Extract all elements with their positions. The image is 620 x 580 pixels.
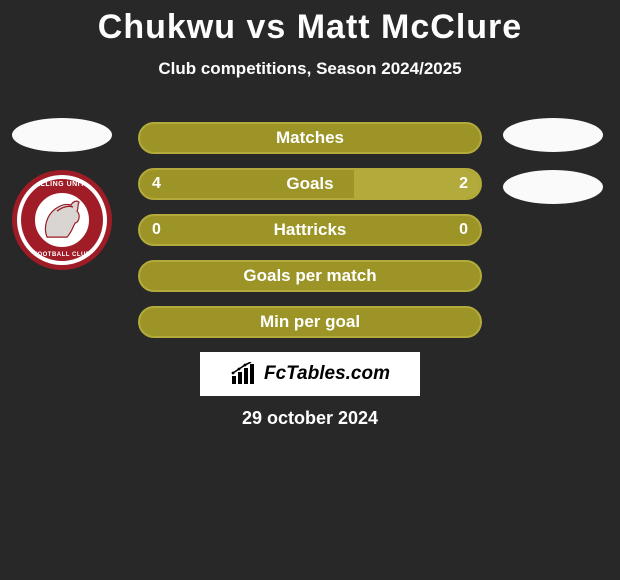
stat-row: Hattricks0 0 [138,214,482,246]
date-text: 29 october 2024 [0,408,620,429]
stat-label: Matches [140,124,480,152]
watermark: FcTables.com [200,352,420,396]
stat-label: Goals [140,170,480,198]
club-badge-placeholder-right [503,170,603,204]
chart-icon [230,362,260,386]
player-name-placeholder-right [503,118,603,152]
page-subtitle: Club competitions, Season 2024/2025 [0,59,620,79]
page-title: Chukwu vs Matt McClure [0,0,620,47]
right-player-column [498,118,608,222]
comparison-rows: Matches Goals4 2 Hattricks0 0 Goals per match… [138,122,482,352]
stat-label: Goals per match [140,262,480,290]
stat-label: Min per goal [140,308,480,336]
club-badge-left: WELLING UNITED FOOTBALL CLUB [12,170,112,270]
stat-value-left: 4 [152,170,161,198]
player-name-placeholder-left [12,118,112,152]
stat-row: Goals per match [138,260,482,292]
stat-row: Min per goal [138,306,482,338]
stat-value-left: 0 [152,216,161,244]
horse-icon [37,197,87,241]
club-badge-bottom-text: FOOTBALL CLUB [17,252,107,258]
stat-label: Hattricks [140,216,480,244]
stat-row: Goals4 2 [138,168,482,200]
left-player-column: WELLING UNITED FOOTBALL CLUB [12,118,112,270]
stat-value-right: 2 [459,170,468,198]
stat-value-right: 0 [459,216,468,244]
watermark-text: FcTables.com [264,363,390,385]
club-badge-top-text: WELLING UNITED [17,181,107,188]
stat-row: Matches [138,122,482,154]
